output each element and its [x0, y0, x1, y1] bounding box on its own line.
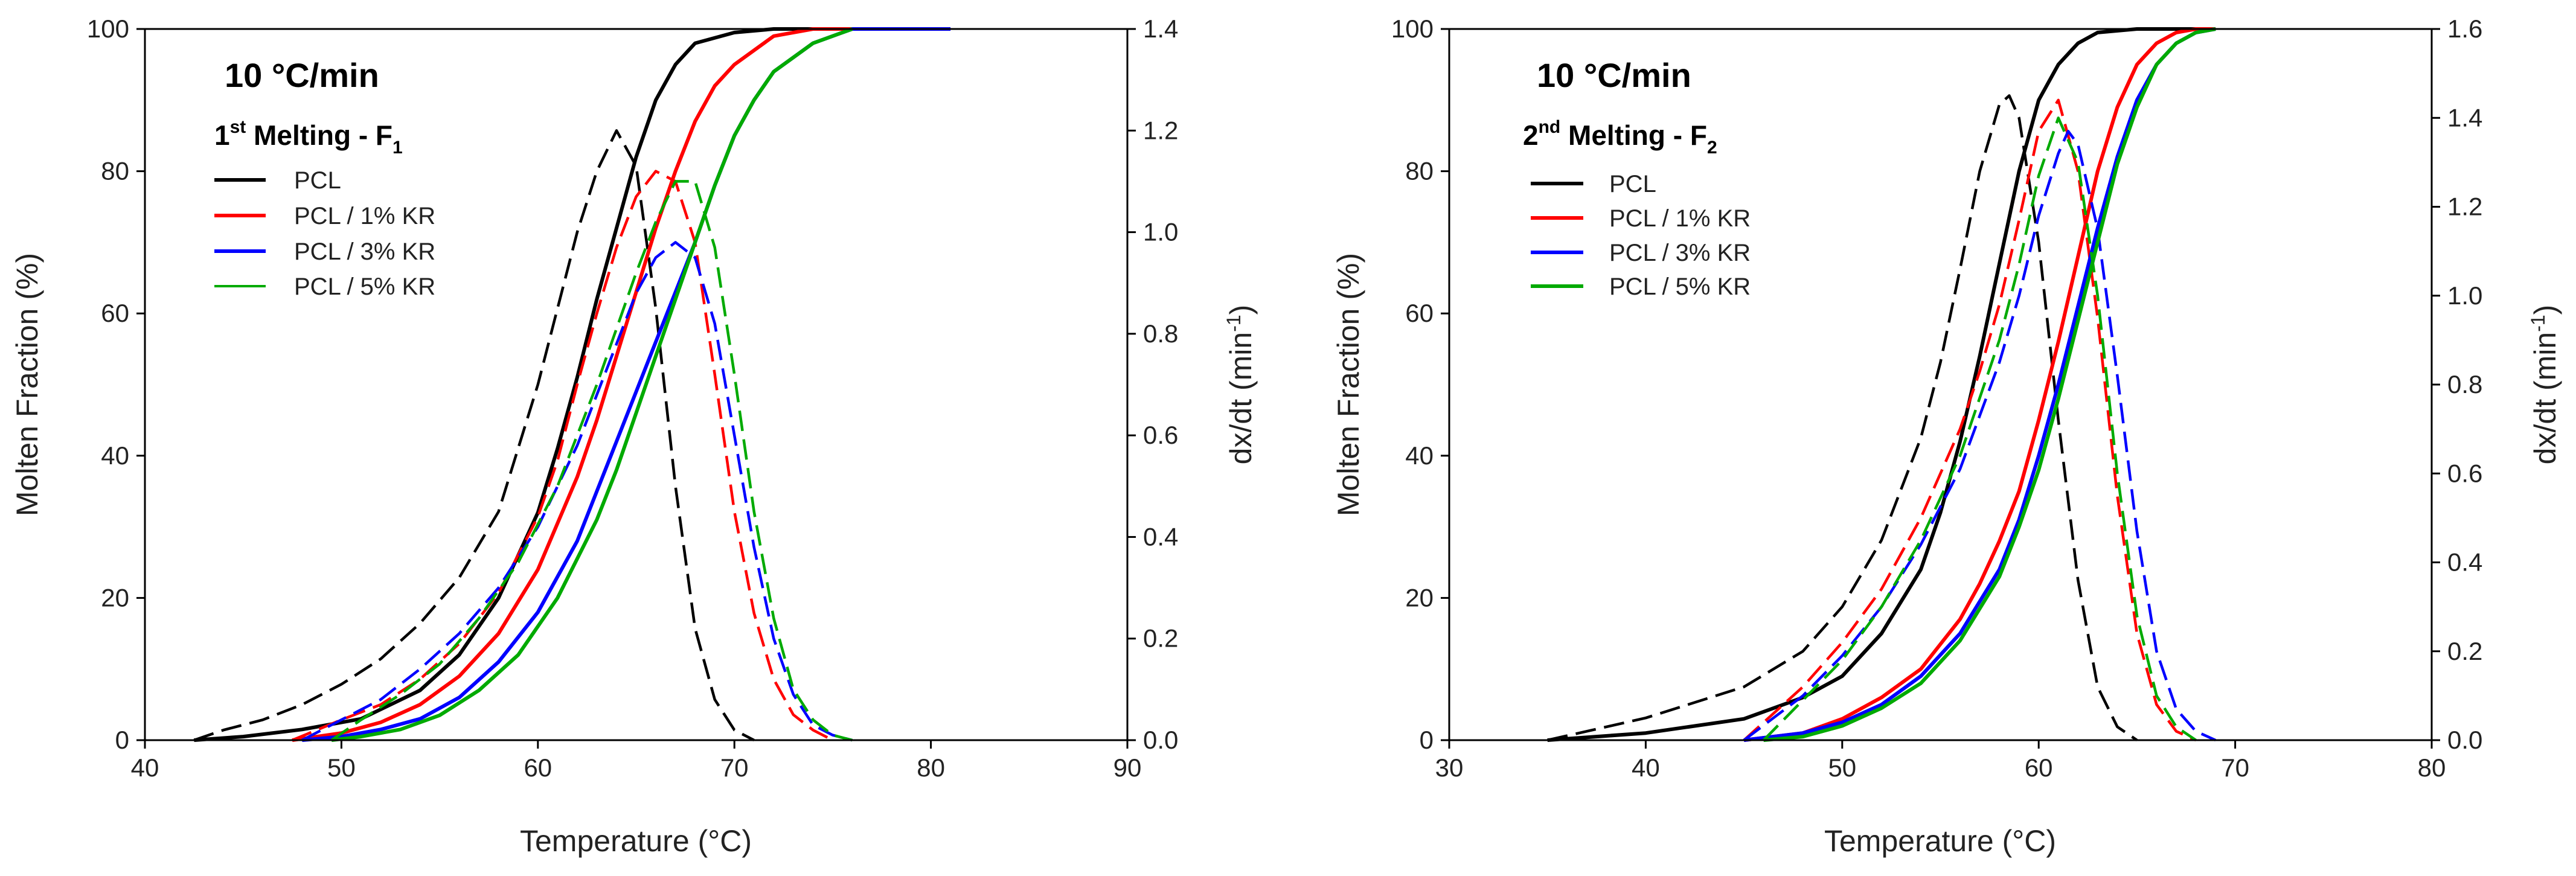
right-series-pcl-rate	[1547, 94, 2138, 742]
right-y2-axis-label: dx/dt (min-1)	[2527, 305, 2562, 465]
left-series-layer	[193, 27, 951, 742]
left-tick-layer: 40 50 60 70 80 90 0 20 40 60 80 100 0.0 0.2 0.4 0.6 0.8 1…	[87, 14, 1178, 782]
left-series-pcl-1-kr-fraction	[292, 27, 853, 742]
right-series-pcl-3-kr-fraction	[1743, 27, 2216, 742]
right-x-tick-label: 40	[1632, 753, 1660, 782]
left-y2-tick-label: 0.8	[1143, 319, 1178, 348]
right-y2-tick-label: 0.0	[2447, 726, 2482, 754]
left-x-tick-label: 70	[720, 753, 749, 782]
left-series-pcl-1-kr-rate	[292, 170, 833, 742]
right-y2-tick-label: 1.0	[2447, 281, 2482, 310]
right-chart: 30 40 50 60 70 80 0 20 40 60 80 100 0.0 0.2 0.4 0.6 0.8 1…	[1331, 14, 2562, 858]
left-y2-tick-label: 1.2	[1143, 116, 1178, 144]
left-y2-tick-label: 1.0	[1143, 218, 1178, 246]
left-series-pcl-rate	[193, 129, 755, 742]
left-legend-3kr: PCL / 3% KR	[294, 238, 435, 265]
left-y2-tick-label: 0.2	[1143, 624, 1178, 653]
left-x-tick-label: 40	[131, 753, 159, 782]
right-y-axis-label: Molten Fraction (%)	[1331, 253, 1365, 516]
right-y-tick-label: 80	[1405, 157, 1434, 185]
left-legend-1kr: PCL / 1% KR	[294, 203, 435, 229]
right-series-pcl-5-kr-fraction	[1763, 27, 2216, 742]
left-y-axis-label: Molten Fraction (%)	[10, 253, 44, 516]
right-legend-1kr: PCL / 1% KR	[1609, 205, 1751, 232]
right-y-tick-label: 20	[1405, 583, 1434, 612]
left-y-tick-label: 0	[115, 726, 129, 754]
right-x-axis-label: Temperature (°C)	[1824, 824, 2056, 858]
right-y-tick-label: 100	[1391, 14, 1434, 43]
right-x-tick-label: 60	[2025, 753, 2053, 782]
right-chart-title: 10 °C/min	[1537, 56, 1691, 94]
right-x-tick-label: 30	[1435, 753, 1464, 782]
left-y-tick-label: 80	[101, 157, 129, 185]
right-series-pcl-1-kr-fraction	[1743, 27, 2216, 742]
right-y-tick-label: 0	[1420, 726, 1434, 754]
right-legend-pcl: PCL	[1609, 171, 1656, 197]
right-legend-5kr: PCL / 5% KR	[1609, 273, 1751, 300]
left-legend: PCL PCL / 1% KR PCL / 3% KR PCL / 5% KR	[214, 167, 435, 300]
left-y2-tick-label: 0.6	[1143, 421, 1178, 449]
right-y2-tick-label: 0.8	[2447, 370, 2482, 398]
left-series-pcl-5-kr-fraction	[331, 27, 853, 742]
right-series-pcl-fraction	[1547, 27, 2216, 742]
right-legend-3kr: PCL / 3% KR	[1609, 240, 1751, 266]
left-legend-pcl: PCL	[294, 167, 341, 194]
left-series-pcl-3-kr-rate	[301, 241, 853, 742]
right-series-pcl-3-kr-rate	[1743, 130, 2217, 742]
right-y2-tick-label: 1.4	[2447, 103, 2482, 132]
right-y-tick-label: 60	[1405, 299, 1434, 327]
right-series-pcl-5-kr-rate	[1762, 117, 2197, 741]
left-chart: 40 50 60 70 80 90 0 20 40 60 80 100 0.0 0.2 0.4 0.6 0.8 1…	[10, 14, 1258, 858]
right-y-tick-label: 40	[1405, 441, 1434, 470]
left-y2-tick-label: 0.0	[1143, 726, 1178, 754]
right-y2-tick-label: 0.4	[2447, 548, 2482, 577]
right-y2-tick-label: 1.2	[2447, 193, 2482, 221]
left-series-pcl-3-kr-fraction	[302, 27, 951, 742]
left-y-tick-label: 60	[101, 299, 129, 327]
left-y2-axis-label: dx/dt (min-1)	[1223, 305, 1258, 465]
left-y2-tick-label: 1.4	[1143, 14, 1178, 43]
left-x-tick-label: 90	[1113, 753, 1142, 782]
right-y2-tick-label: 0.2	[2447, 637, 2482, 665]
left-legend-5kr: PCL / 5% KR	[294, 273, 435, 300]
right-chart-subtitle: 2nd Melting - F2	[1523, 117, 1717, 158]
right-series-pcl-1-kr-rate	[1743, 98, 2197, 742]
left-x-tick-label: 60	[524, 753, 552, 782]
right-y2-tick-label: 1.6	[2447, 14, 2482, 43]
left-y-tick-label: 20	[101, 583, 129, 612]
left-x-axis-label: Temperature (°C)	[520, 824, 752, 858]
left-y-tick-label: 100	[87, 14, 129, 43]
right-legend: PCL PCL / 1% KR PCL / 3% KR PCL / 5% KR	[1531, 171, 1751, 300]
left-plot-frame	[144, 28, 1129, 741]
right-x-tick-label: 70	[2221, 753, 2249, 782]
left-series-pcl-5-kr-rate	[330, 180, 853, 742]
right-y2-tick-label: 0.6	[2447, 459, 2482, 487]
left-x-tick-label: 80	[917, 753, 945, 782]
left-y-tick-label: 40	[101, 441, 129, 470]
right-tick-layer: 30 40 50 60 70 80 0 20 40 60 80 100 0.0 0.2 0.4 0.6 0.8 1…	[1391, 14, 2482, 782]
right-x-tick-label: 80	[2418, 753, 2446, 782]
left-x-tick-label: 50	[327, 753, 356, 782]
right-series-layer	[1547, 27, 2217, 742]
right-x-tick-label: 50	[1828, 753, 1856, 782]
left-chart-title: 10 °C/min	[225, 56, 379, 94]
left-y2-tick-label: 0.4	[1143, 522, 1178, 551]
left-chart-subtitle: 1st Melting - F1	[214, 117, 403, 158]
